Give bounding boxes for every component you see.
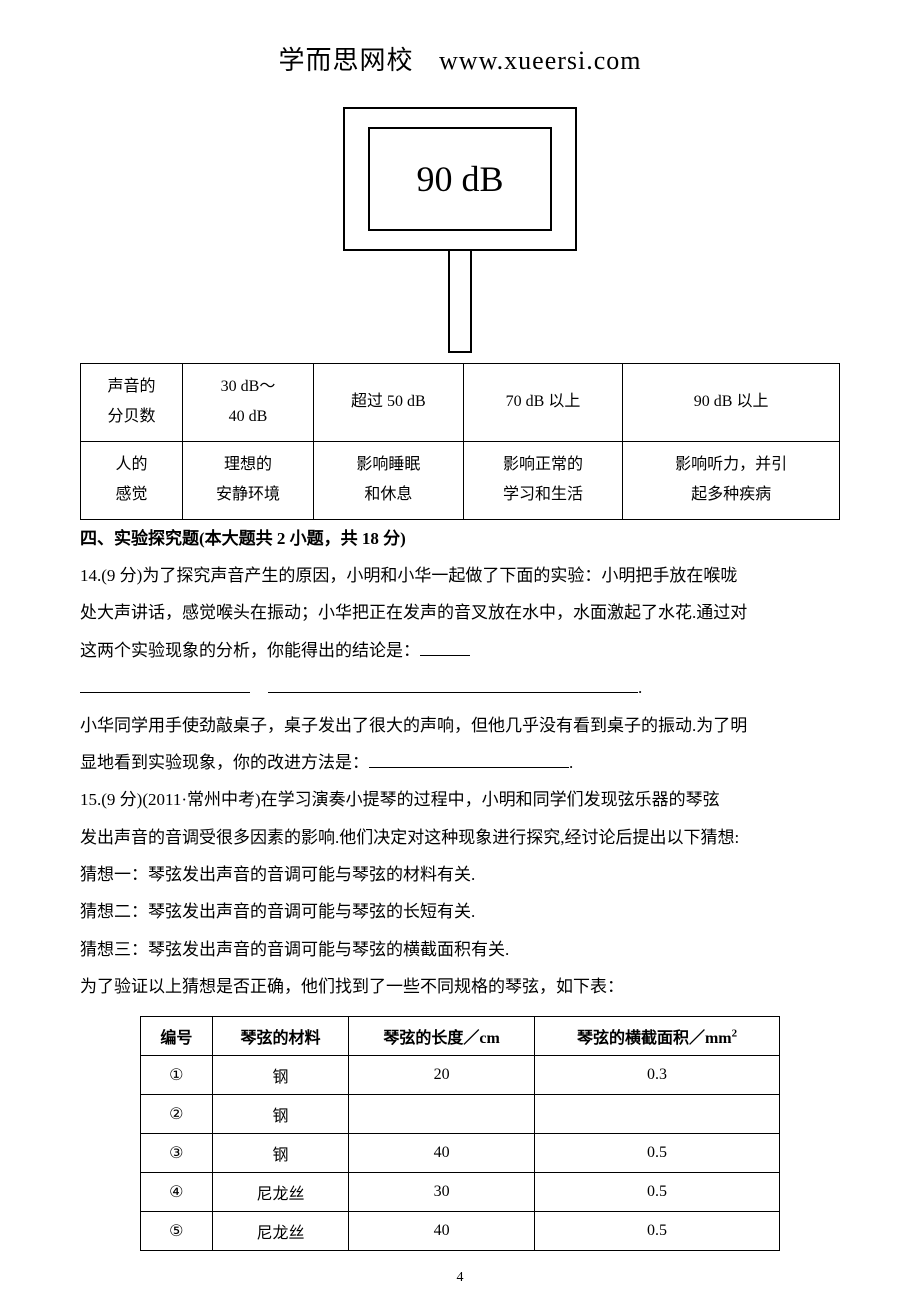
header-url: www.xueersi.com [439, 46, 641, 75]
table-cell: 影响睡眠和休息 [313, 441, 463, 519]
table-row: ① 钢 20 0.3 [141, 1055, 780, 1094]
table-cell: ③ [141, 1133, 213, 1172]
table-row: ④ 尼龙丝 30 0.5 [141, 1172, 780, 1211]
table-cell [535, 1094, 780, 1133]
meter-outer: 90 dB [343, 107, 577, 251]
table-row: ③ 钢 40 0.5 [141, 1133, 780, 1172]
blank [80, 692, 250, 693]
q14-line2: 处大声讲话，感觉喉头在振动；小华把正在发声的音叉放在水中，水面激起了水花.通过对 [80, 594, 840, 631]
page-number: 4 [0, 1270, 920, 1286]
q15-g1: 猜想一：琴弦发出声音的音调可能与琴弦的材料有关. [80, 856, 840, 893]
blank [268, 692, 638, 693]
q15-line1: 15.(9 分)(2011·常州中考)在学习演奏小提琴的过程中，小明和同学们发现… [80, 781, 840, 818]
table-row: ⑤ 尼龙丝 40 0.5 [141, 1211, 780, 1250]
table-cell [349, 1094, 535, 1133]
table-cell: ② [141, 1094, 213, 1133]
table-cell: 40 [349, 1211, 535, 1250]
table-row: 编号 琴弦的材料 琴弦的长度／cm 琴弦的横截面积／mm2 [141, 1016, 780, 1055]
table-cell: ④ [141, 1172, 213, 1211]
q14-line5: 小华同学用手使劲敲桌子，桌子发出了很大的声响，但他几乎没有看到桌子的振动.为了明 [80, 707, 840, 744]
string-spec-table: 编号 琴弦的材料 琴弦的长度／cm 琴弦的横截面积／mm2 ① 钢 20 0.3… [140, 1016, 780, 1251]
table-cell: 尼龙丝 [212, 1211, 349, 1250]
table-cell: ⑤ [141, 1211, 213, 1250]
table-cell: 尼龙丝 [212, 1172, 349, 1211]
table-cell: 0.3 [535, 1055, 780, 1094]
q14-line3-prefix: 这两个实验现象的分析，你能得出的结论是： [80, 641, 420, 660]
q14-line3: 这两个实验现象的分析，你能得出的结论是： [80, 632, 840, 669]
page-header: 学而思网校 www.xueersi.com [80, 40, 840, 77]
table-cell: ① [141, 1055, 213, 1094]
header-cn: 学而思网校 [279, 46, 414, 75]
table-cell: 超过 50 dB [313, 364, 463, 442]
db-effects-table: 声音的分贝数 30 dB～40 dB 超过 50 dB 70 dB 以上 90 … [80, 363, 840, 520]
table-cell: 影响正常的学习和生活 [463, 441, 622, 519]
table-cell: 70 dB 以上 [463, 364, 622, 442]
col-header: 琴弦的材料 [212, 1016, 349, 1055]
q15-g2: 猜想二：琴弦发出声音的音调可能与琴弦的长短有关. [80, 893, 840, 930]
db-meter-figure: 90 dB [80, 107, 840, 353]
table-row: 声音的分贝数 30 dB～40 dB 超过 50 dB 70 dB 以上 90 … [81, 364, 840, 442]
q15-g3: 猜想三：琴弦发出声音的音调可能与琴弦的横截面积有关. [80, 931, 840, 968]
table-cell: 理想的安静环境 [183, 441, 314, 519]
col-header-text: 琴弦的横截面积／mm [577, 1030, 732, 1047]
row-label: 声音的分贝数 [81, 364, 183, 442]
q14-line1: 14.(9 分)为了探究声音产生的原因，小明和小华一起做了下面的实验：小明把手放… [80, 557, 840, 594]
q14-line6: 显地看到实验现象，你的改进方法是：. [80, 744, 840, 781]
table-cell: 0.5 [535, 1211, 780, 1250]
table-cell: 30 dB～40 dB [183, 364, 314, 442]
col-header: 琴弦的长度／cm [349, 1016, 535, 1055]
table-cell: 40 [349, 1133, 535, 1172]
table-cell: 0.5 [535, 1133, 780, 1172]
q14-line6-prefix: 显地看到实验现象，你的改进方法是： [80, 753, 369, 772]
table-cell: 钢 [212, 1055, 349, 1094]
col-header: 编号 [141, 1016, 213, 1055]
table-cell: 90 dB 以上 [623, 364, 840, 442]
unit-sup: 2 [732, 1027, 738, 1039]
q14-blank-line: . [80, 669, 840, 706]
meter-stand [448, 251, 472, 353]
q15-lead: 为了验证以上猜想是否正确，他们找到了一些不同规格的琴弦，如下表： [80, 968, 840, 1005]
blank [369, 767, 569, 768]
table-cell: 影响听力，并引起多种疾病 [623, 441, 840, 519]
row-label: 人的感觉 [81, 441, 183, 519]
section4-title: 四、实验探究题(本大题共 2 小题，共 18 分) [80, 520, 840, 557]
table-cell: 0.5 [535, 1172, 780, 1211]
blank [420, 655, 470, 656]
table-cell: 钢 [212, 1133, 349, 1172]
table-cell: 20 [349, 1055, 535, 1094]
q15-line2: 发出声音的音调受很多因素的影响.他们决定对这种现象进行探究,经讨论后提出以下猜想… [80, 819, 840, 856]
table-cell: 钢 [212, 1094, 349, 1133]
meter-reading: 90 dB [368, 127, 552, 231]
table-row: ② 钢 [141, 1094, 780, 1133]
table-cell: 30 [349, 1172, 535, 1211]
col-header: 琴弦的横截面积／mm2 [535, 1016, 780, 1055]
table-row: 人的感觉 理想的安静环境 影响睡眠和休息 影响正常的学习和生活 影响听力，并引起… [81, 441, 840, 519]
